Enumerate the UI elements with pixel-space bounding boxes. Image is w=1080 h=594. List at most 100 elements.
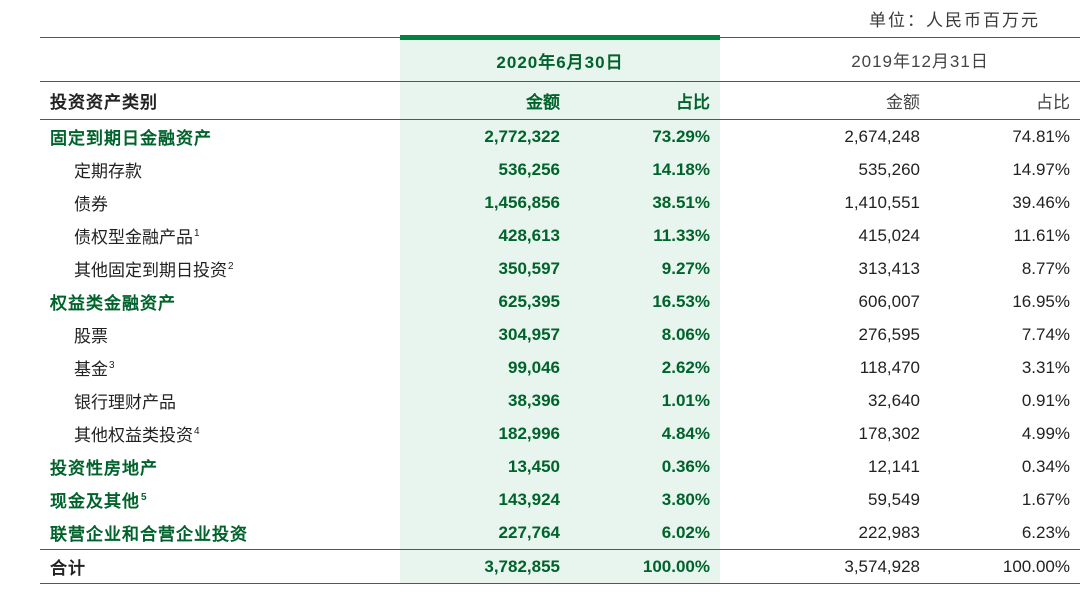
prior-ratio: 4.99% [930,417,1080,450]
current-ratio: 16.53% [570,285,720,318]
total-current-amount: 3,782,855 [400,550,570,584]
prior-amount: 535,260 [760,153,930,186]
current-ratio-header: 占比 [570,82,720,120]
financial-table-page: 单位：人民币百万元 2020年6月30日 2019年12月31日 投资资产类别 … [0,0,1080,594]
total-current-ratio: 100.00% [570,550,720,584]
footnote-ref: 2 [228,261,234,272]
table-row: 现金及其他5143,9243.80% 59,5491.67% [40,483,1080,516]
prior-amount: 12,141 [760,450,930,483]
prior-ratio: 6.23% [930,516,1080,550]
total-row: 合计 3,782,855 100.00% 3,574,928 100.00% [40,550,1080,584]
prior-ratio: 0.34% [930,450,1080,483]
table-row: 投资性房地产13,4500.36% 12,1410.34% [40,450,1080,483]
prior-amount: 118,470 [760,351,930,384]
current-ratio: 9.27% [570,252,720,285]
row-label: 权益类金融资产 [40,285,400,318]
row-label: 基金3 [40,351,400,384]
table-row: 其他权益类投资4182,9964.84% 178,3024.99% [40,417,1080,450]
current-ratio: 3.80% [570,483,720,516]
prior-amount: 606,007 [760,285,930,318]
row-label: 债券 [40,186,400,219]
row-label: 现金及其他5 [40,483,400,516]
prior-amount: 178,302 [760,417,930,450]
total-label: 合计 [40,550,400,584]
row-label: 定期存款 [40,153,400,186]
investment-assets-table: 2020年6月30日 2019年12月31日 投资资产类别 金额 占比 金额 占… [40,35,1080,584]
footnote-ref: 5 [141,492,148,503]
table-row: 权益类金融资产625,39516.53% 606,00716.95% [40,285,1080,318]
current-ratio: 11.33% [570,219,720,252]
prior-amount: 276,595 [760,318,930,351]
table-row: 其他固定到期日投资2350,5979.27% 313,4138.77% [40,252,1080,285]
prior-amount: 2,674,248 [760,120,930,154]
prior-amount: 313,413 [760,252,930,285]
prior-amount: 59,549 [760,483,930,516]
total-prior-ratio: 100.00% [930,550,1080,584]
table-row: 定期存款536,25614.18% 535,26014.97% [40,153,1080,186]
current-ratio: 8.06% [570,318,720,351]
prior-period-header: 2019年12月31日 [760,38,1080,82]
prior-amount: 1,410,551 [760,186,930,219]
current-amount: 304,957 [400,318,570,351]
table-row: 银行理财产品38,3961.01% 32,6400.91% [40,384,1080,417]
current-amount: 625,395 [400,285,570,318]
prior-ratio: 8.77% [930,252,1080,285]
current-amount: 13,450 [400,450,570,483]
table-row: 债权型金融产品1428,61311.33% 415,02411.61% [40,219,1080,252]
current-period-header: 2020年6月30日 [400,38,720,82]
prior-ratio: 74.81% [930,120,1080,154]
current-amount: 2,772,322 [400,120,570,154]
current-amount: 428,613 [400,219,570,252]
prior-ratio: 0.91% [930,384,1080,417]
current-ratio: 14.18% [570,153,720,186]
row-label: 固定到期日金融资产 [40,120,400,154]
footnote-ref: 3 [109,360,115,371]
row-label: 其他权益类投资4 [40,417,400,450]
prior-ratio: 16.95% [930,285,1080,318]
row-label: 债权型金融产品1 [40,219,400,252]
current-ratio: 2.62% [570,351,720,384]
period-header-row: 2020年6月30日 2019年12月31日 [40,38,1080,82]
prior-amount-header: 金额 [760,82,930,120]
current-ratio: 1.01% [570,384,720,417]
current-ratio: 4.84% [570,417,720,450]
table-row: 固定到期日金融资产2,772,32273.29% 2,674,24874.81% [40,120,1080,154]
prior-ratio: 7.74% [930,318,1080,351]
prior-ratio: 3.31% [930,351,1080,384]
prior-amount: 415,024 [760,219,930,252]
row-label: 股票 [40,318,400,351]
column-header-row: 投资资产类别 金额 占比 金额 占比 [40,82,1080,120]
current-ratio: 38.51% [570,186,720,219]
current-amount: 536,256 [400,153,570,186]
row-label: 其他固定到期日投资2 [40,252,400,285]
current-amount: 227,764 [400,516,570,550]
row-label: 联营企业和合营企业投资 [40,516,400,550]
current-ratio: 73.29% [570,120,720,154]
prior-ratio: 14.97% [930,153,1080,186]
current-amount: 1,456,856 [400,186,570,219]
prior-ratio: 1.67% [930,483,1080,516]
current-amount: 99,046 [400,351,570,384]
table-row: 债券1,456,85638.51% 1,410,55139.46% [40,186,1080,219]
prior-ratio: 11.61% [930,219,1080,252]
unit-label: 单位：人民币百万元 [40,6,1040,31]
current-amount: 38,396 [400,384,570,417]
total-prior-amount: 3,574,928 [760,550,930,584]
current-ratio: 6.02% [570,516,720,550]
current-amount: 143,924 [400,483,570,516]
table-row: 股票304,9578.06% 276,5957.74% [40,318,1080,351]
prior-ratio: 39.46% [930,186,1080,219]
row-label: 投资性房地产 [40,450,400,483]
table-row: 联营企业和合营企业投资227,7646.02% 222,9836.23% [40,516,1080,550]
footnote-ref: 1 [194,228,200,239]
prior-amount: 32,640 [760,384,930,417]
current-ratio: 0.36% [570,450,720,483]
table-row: 基金399,0462.62% 118,4703.31% [40,351,1080,384]
category-header: 投资资产类别 [40,82,400,120]
prior-amount: 222,983 [760,516,930,550]
row-label: 银行理财产品 [40,384,400,417]
current-amount: 182,996 [400,417,570,450]
footnote-ref: 4 [194,426,200,437]
current-amount: 350,597 [400,252,570,285]
prior-ratio-header: 占比 [930,82,1080,120]
